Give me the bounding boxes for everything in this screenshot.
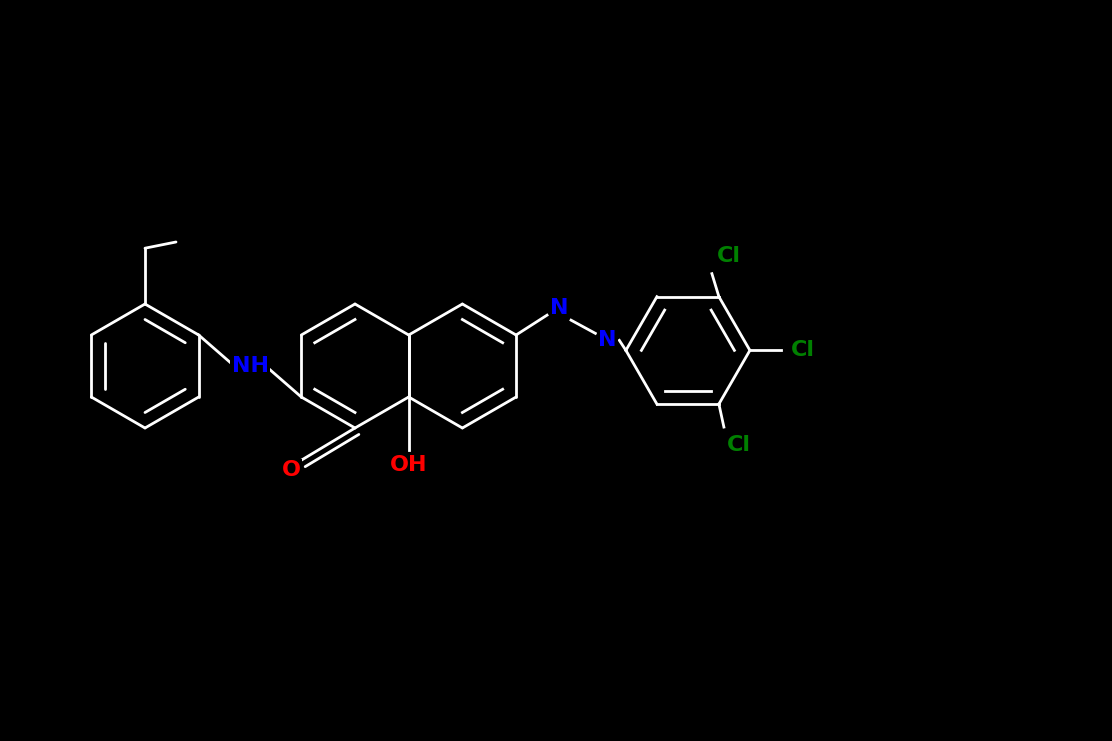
Text: N: N: [598, 330, 617, 350]
Text: N: N: [549, 298, 568, 318]
Text: NH: NH: [231, 356, 268, 376]
Text: Cl: Cl: [717, 246, 741, 266]
Text: OH: OH: [390, 455, 427, 475]
Text: O: O: [281, 460, 301, 480]
Text: Cl: Cl: [727, 435, 751, 455]
Text: Cl: Cl: [792, 340, 815, 360]
